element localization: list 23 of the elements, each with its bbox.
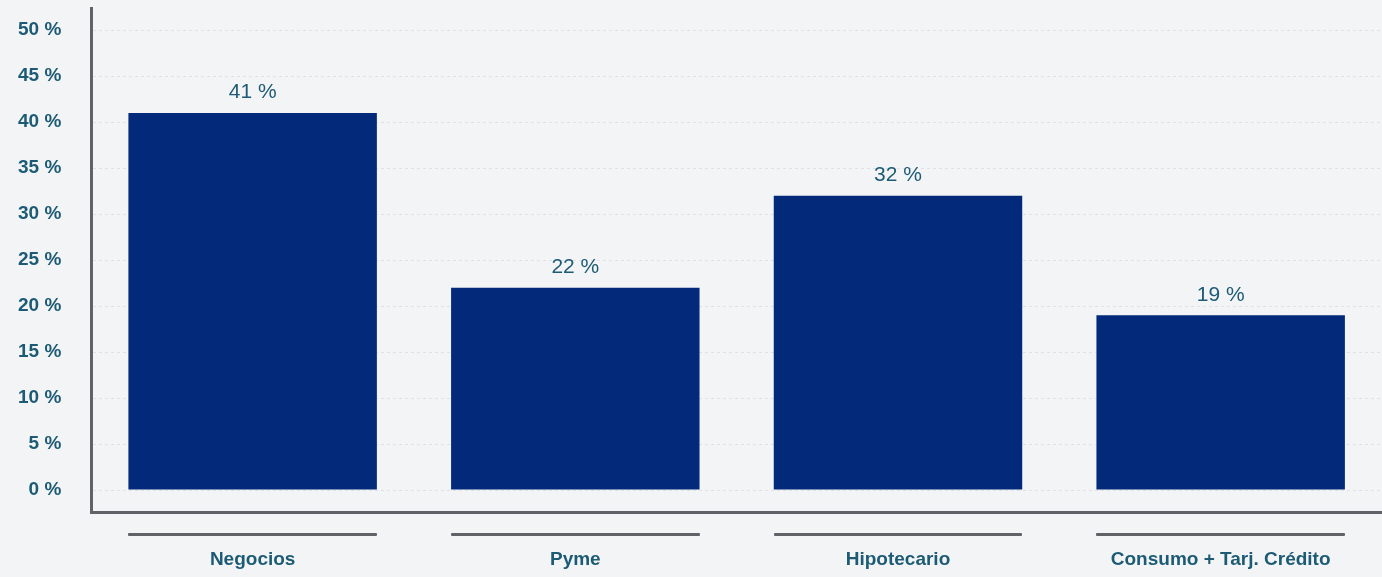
y-tick-label: 40 % [17, 110, 62, 132]
bar [451, 287, 700, 490]
x-tick-label: Hipotecario [845, 547, 951, 569]
y-tick-label: 35 % [17, 156, 62, 178]
y-tick-label: 50 % [17, 18, 62, 40]
y-tick-label: 5 % [28, 432, 62, 454]
x-tick-label: Pyme [549, 547, 601, 569]
data-label: 19 % [1196, 281, 1245, 305]
y-tick-label: 20 % [17, 294, 62, 316]
y-tick-label: 0 % [28, 478, 62, 500]
y-tick-label: 15 % [17, 340, 62, 362]
y-tick-label: 30 % [17, 202, 62, 224]
y-tick-label: 25 % [17, 248, 62, 270]
data-label: 32 % [874, 161, 922, 185]
x-tick-label: Negocios [209, 547, 296, 569]
y-tick-label: 45 % [17, 64, 62, 86]
bar [1096, 315, 1345, 490]
bar [773, 195, 1023, 490]
data-label: 22 % [551, 254, 600, 277]
data-label: 41 % [228, 79, 277, 103]
bar [128, 112, 377, 490]
x-tick-label: Consumo + Tarj. Crédito [1110, 547, 1331, 569]
y-tick-label: 10 % [17, 386, 62, 408]
